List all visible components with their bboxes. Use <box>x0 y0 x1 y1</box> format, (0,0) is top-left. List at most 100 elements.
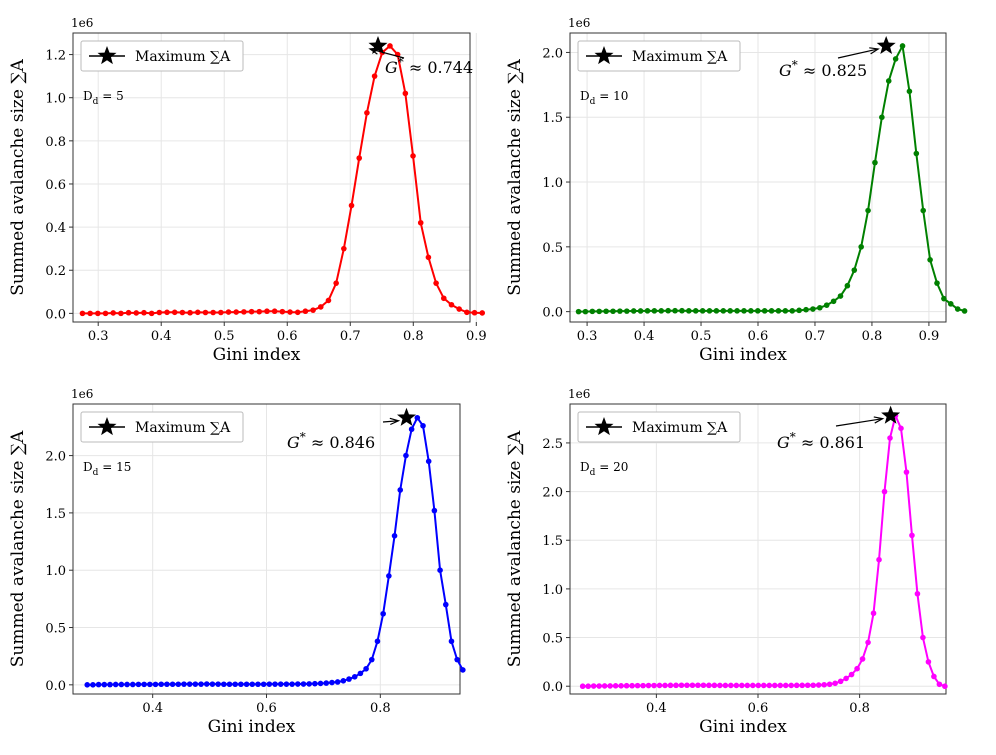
x-tick-label: 0.3 <box>577 329 598 344</box>
max-star-marker <box>396 407 417 426</box>
data-point <box>695 682 701 689</box>
g-star-superscript: * <box>792 58 798 72</box>
y-tick-label: 0.5 <box>45 622 66 637</box>
data-point <box>164 309 170 316</box>
panel-dd-20: 0.4 0.6 0.8 0.0 0.5 1.0 1.5 2.0 2.5 1e6 Gini index… <box>505 387 948 737</box>
data-point <box>218 309 224 316</box>
y-tick-label: 0.8 <box>45 135 66 150</box>
data-point <box>102 310 109 317</box>
legend-box <box>80 40 244 72</box>
y-axis-label: Summed avalanche size ∑A <box>505 59 525 296</box>
x-tick-label: 0.7 <box>340 329 361 344</box>
y-tick-label: 0.0 <box>45 679 66 694</box>
data-point <box>391 533 398 539</box>
y-tick-label: 0.0 <box>542 306 563 321</box>
x-tick-label: 0.6 <box>277 329 298 344</box>
data-point <box>607 683 613 689</box>
data-point <box>368 656 375 663</box>
dd-value: = 20 <box>595 460 628 474</box>
data-point <box>629 682 635 689</box>
annotation-arrow-line <box>382 420 399 423</box>
x-tick-label: 0.6 <box>748 329 769 344</box>
data-point <box>348 202 355 209</box>
data-point <box>678 682 685 689</box>
data-point <box>164 681 170 688</box>
y-multiplier: 1e6 <box>568 387 590 401</box>
data-point <box>386 573 392 579</box>
y-tick-label: 0.0 <box>542 680 563 695</box>
data-point <box>876 556 882 563</box>
data-point <box>630 308 637 314</box>
annotation-value: ≈ 0.825 <box>798 61 867 80</box>
data-point <box>279 308 286 315</box>
data-point <box>414 414 421 421</box>
data-point <box>289 681 295 687</box>
annotation-text: G* ≈ 0.846 <box>287 430 375 452</box>
data-point <box>90 682 96 688</box>
data-point <box>766 682 773 689</box>
data-point <box>125 309 132 316</box>
data-point <box>961 308 968 314</box>
data-point <box>431 507 438 514</box>
g-star-symbol: G <box>287 433 300 452</box>
data-point <box>84 682 91 688</box>
x-tick-label: 0.5 <box>691 329 712 344</box>
y-tick-label: 0.2 <box>45 264 66 279</box>
data-point <box>744 682 751 689</box>
annotation-arrow-head <box>389 417 401 426</box>
series-line <box>82 44 483 315</box>
data-point <box>644 308 651 314</box>
x-tick-label: 0.8 <box>403 329 424 344</box>
data-point <box>312 680 318 687</box>
legend-box <box>577 411 741 443</box>
data-point <box>651 682 657 689</box>
data-point <box>256 308 263 315</box>
dd-value: = 15 <box>98 460 131 474</box>
data-point <box>596 308 603 315</box>
data-point <box>851 267 858 273</box>
y-axis-label: Summed avalanche size ∑A <box>8 430 28 667</box>
data-point <box>706 308 713 314</box>
data-point <box>837 293 844 299</box>
annotation-text: G* ≈ 0.861 <box>777 430 865 452</box>
g-star-symbol: G <box>385 58 398 77</box>
data-point <box>287 309 293 315</box>
data-point <box>433 280 439 286</box>
y-tick-label: 1.0 <box>542 176 563 191</box>
data-point <box>832 680 838 687</box>
data-point <box>799 682 806 689</box>
data-point <box>471 309 478 316</box>
x-tick-label: 0.8 <box>370 701 391 716</box>
data-point <box>760 682 767 689</box>
dd-subscript: d <box>93 97 99 107</box>
data-point <box>656 682 663 689</box>
data-point <box>333 280 339 286</box>
x-axis-label: Gini index <box>699 717 787 737</box>
data-point <box>843 675 849 682</box>
annotation-arrow-head <box>368 47 380 55</box>
data-point <box>936 681 943 688</box>
x-tick-label: 0.5 <box>214 329 235 344</box>
data-point <box>260 681 267 688</box>
data-point <box>954 306 961 312</box>
data-point <box>848 671 855 678</box>
data-point <box>617 308 623 314</box>
x-tick-label: 0.4 <box>142 701 163 716</box>
data-point <box>826 681 833 688</box>
data-point <box>887 435 893 441</box>
data-point <box>700 682 707 689</box>
data-point <box>210 309 216 316</box>
data-point <box>931 673 937 680</box>
data-point <box>733 682 740 689</box>
data-point <box>754 308 761 314</box>
legend-label: Maximum ∑A <box>632 49 728 65</box>
data-point <box>755 682 762 689</box>
dd-subscript: d <box>93 468 99 478</box>
data-point <box>448 301 455 308</box>
dd-label: Dd = 10 <box>580 89 628 107</box>
data-point <box>221 681 227 688</box>
g-star-superscript: * <box>300 430 306 444</box>
data-point <box>941 295 947 302</box>
annotation-arrow-line <box>835 418 883 427</box>
data-point <box>925 659 932 665</box>
